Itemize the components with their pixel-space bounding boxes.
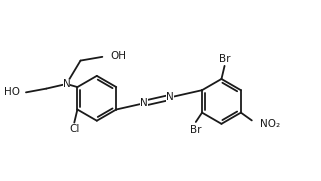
Text: NO₂: NO₂ <box>260 119 280 129</box>
Text: Cl: Cl <box>69 125 80 134</box>
Text: HO: HO <box>4 87 20 97</box>
Text: Br: Br <box>190 125 202 135</box>
Text: N: N <box>140 98 148 108</box>
Text: N: N <box>63 79 70 89</box>
Text: Br: Br <box>219 54 230 64</box>
Text: N: N <box>166 92 174 102</box>
Text: OH: OH <box>110 51 126 61</box>
